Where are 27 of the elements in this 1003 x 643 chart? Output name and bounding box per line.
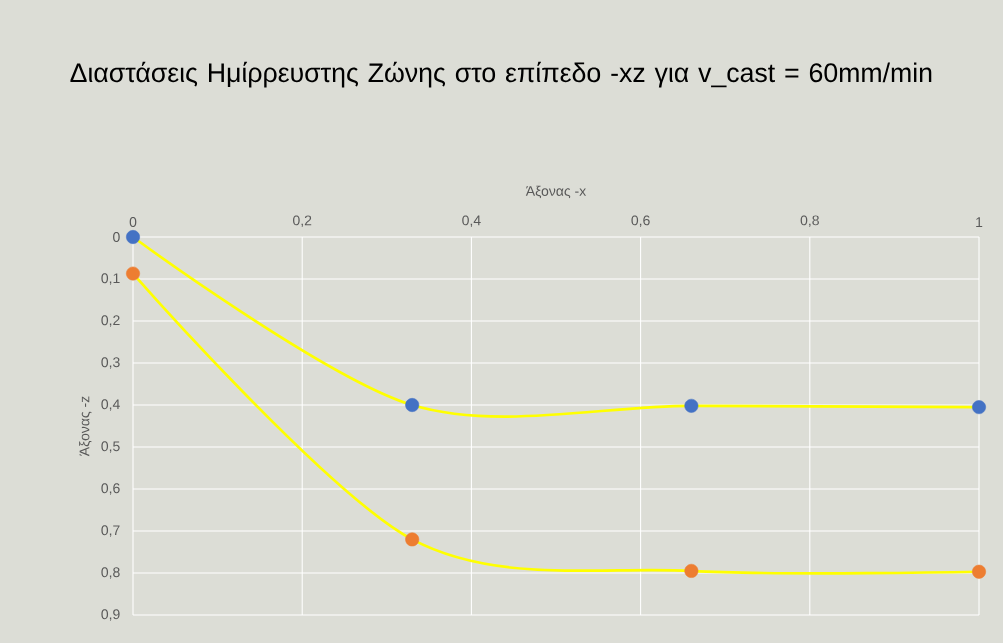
point <box>684 398 699 413</box>
y-tick-label: 0,4 <box>101 399 120 411</box>
y-tick-label: 0,7 <box>101 525 120 537</box>
point <box>972 564 986 579</box>
y-axis-title: Άξονας -z <box>79 396 92 457</box>
point <box>405 398 420 412</box>
point <box>126 266 140 281</box>
point <box>126 230 140 244</box>
point <box>972 400 986 415</box>
y-tick-label: 0,2 <box>101 315 120 327</box>
point <box>684 563 699 578</box>
y-tick-label: 0,3 <box>101 357 120 369</box>
chart-title: Διαστάσεις Ημίρρευστης Ζώνης στο επίπεδο -xz για v_cast = 60mm/min <box>70 61 932 88</box>
x-tick-label: 0,2 <box>293 215 312 227</box>
x-tick-label: 0,8 <box>800 215 819 227</box>
x-tick-label: 1 <box>976 217 983 227</box>
x-tick-label: 0,6 <box>631 215 650 227</box>
x-tick-label: 0 <box>129 217 137 227</box>
y-tick-label: 0 <box>113 232 120 242</box>
y-tick-label: 0,6 <box>101 483 120 495</box>
x-tick-label: 0,4 <box>462 215 481 227</box>
y-tick-label: 0,8 <box>101 567 120 579</box>
y-tick-label: 0,1 <box>101 273 120 285</box>
point <box>405 532 420 547</box>
y-tick-label: 0,9 <box>101 609 120 621</box>
x-axis-title: Άξονας -x <box>525 185 587 199</box>
y-tick-label: 0,5 <box>101 441 120 453</box>
